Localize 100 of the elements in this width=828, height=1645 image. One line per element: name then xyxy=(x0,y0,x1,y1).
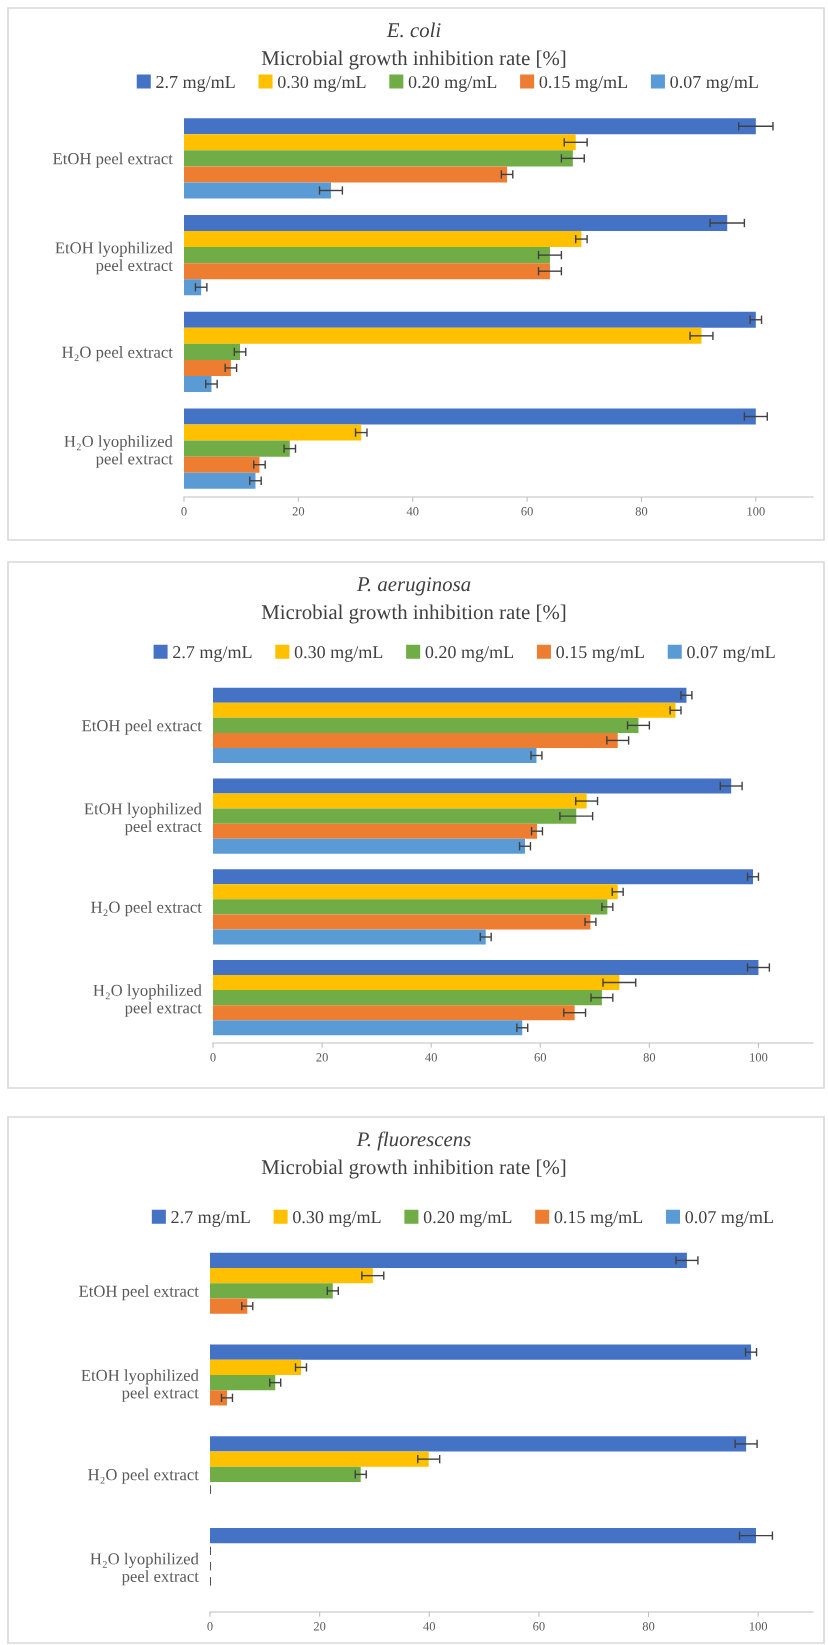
bar xyxy=(213,975,620,991)
bar xyxy=(213,869,753,885)
bar xyxy=(184,118,756,135)
bar xyxy=(213,778,732,794)
bar xyxy=(184,182,331,199)
x-tick-label: 60 xyxy=(534,1053,547,1062)
bar xyxy=(213,747,537,764)
bar xyxy=(184,456,260,473)
bar xyxy=(213,732,618,748)
legend-label: 0.30 mg/mL xyxy=(293,1211,381,1227)
legend-label: 0.20 mg/mL xyxy=(408,75,497,92)
y-tick-label: H₂O lyophilized peel extract xyxy=(93,984,202,1017)
bar xyxy=(213,687,687,703)
x-tick-label: 0 xyxy=(207,1622,213,1631)
bar xyxy=(184,134,576,151)
legend-label: 2.7 mg/mL xyxy=(156,75,235,92)
x-tick-label: 100 xyxy=(750,1053,768,1062)
y-tick-label: EtOH lyophilized peel extract xyxy=(84,802,202,836)
y-tick-label: EtOH lyophilized peel extract xyxy=(81,1369,199,1402)
y-tick-label: EtOH peel extract xyxy=(82,719,202,735)
bar xyxy=(213,959,759,976)
x-tick-label: 80 xyxy=(642,1622,655,1631)
bar xyxy=(213,808,577,824)
bar xyxy=(184,343,241,360)
bar xyxy=(184,327,702,344)
bar xyxy=(184,424,362,441)
y-tick-label: H₂O lyophilized peel extract xyxy=(90,1552,199,1586)
bar xyxy=(210,1451,429,1467)
bar xyxy=(184,263,550,280)
x-tick-label: 40 xyxy=(406,507,419,516)
bar xyxy=(213,702,676,718)
bar xyxy=(213,823,537,839)
bar xyxy=(210,1359,301,1376)
x-tick-label: 0 xyxy=(181,507,187,516)
bar xyxy=(210,1298,248,1314)
legend-label: 0.07 mg/mL xyxy=(670,75,758,92)
x-tick-label: 80 xyxy=(635,507,648,516)
bar xyxy=(184,231,582,248)
x-tick-label: 60 xyxy=(533,1622,545,1631)
x-tick-label: 40 xyxy=(423,1622,436,1631)
x-tick-label: 20 xyxy=(292,507,305,516)
bar xyxy=(184,375,212,393)
x-tick-label: 0 xyxy=(210,1053,216,1062)
bar xyxy=(184,408,756,425)
chart-subtitle: Microbial growth inhibition rate [%] xyxy=(261,1159,566,1179)
bar xyxy=(213,838,525,854)
bar xyxy=(210,1436,747,1452)
legend-label: 0.07 mg/mL xyxy=(685,1211,773,1227)
y-tick-label: H₂O peel extract xyxy=(91,901,202,917)
bar xyxy=(184,279,202,296)
bar xyxy=(210,1390,227,1406)
x-tick-label: 40 xyxy=(425,1053,437,1062)
legend-label: 2.7 mg/mL xyxy=(173,646,252,662)
bar xyxy=(213,914,591,930)
legend-label: 0.20 mg/mL xyxy=(423,1211,512,1227)
legend-label: 0.20 mg/mL xyxy=(425,646,514,662)
x-tick-label: 20 xyxy=(313,1622,326,1631)
x-tick-label: 80 xyxy=(643,1053,656,1062)
bar xyxy=(213,717,639,733)
bar xyxy=(213,899,608,915)
bar xyxy=(184,472,256,489)
chart-title: P. fluorescens xyxy=(356,1131,471,1151)
chart-subtitle: Microbial growth inhibition rate [%] xyxy=(261,604,566,624)
legend-label: 0.15 mg/mL xyxy=(556,646,644,662)
bar xyxy=(210,1375,276,1391)
x-tick-label: 100 xyxy=(749,1622,768,1631)
y-tick-label: H₂O peel extract xyxy=(62,346,173,362)
bar xyxy=(184,311,756,328)
bar xyxy=(184,440,290,457)
bar xyxy=(210,1252,687,1269)
chart-subtitle: Microbial growth inhibition rate [%] xyxy=(261,50,566,70)
bar xyxy=(210,1268,373,1284)
legend-label: 2.7 mg/mL xyxy=(171,1211,250,1227)
bar xyxy=(210,1466,361,1482)
bar xyxy=(184,359,231,376)
x-tick-label: 100 xyxy=(747,507,765,516)
bar xyxy=(213,929,486,945)
bar xyxy=(213,1020,523,1036)
legend-label: 0.07 mg/mL xyxy=(687,646,775,662)
bar xyxy=(213,1005,575,1021)
legend-label: 0.30 mg/mL xyxy=(294,646,383,662)
bar xyxy=(210,1344,752,1360)
bar xyxy=(213,793,587,809)
y-tick-label: H₂O lyophilized peel extract xyxy=(64,435,173,468)
bar xyxy=(184,150,573,167)
legend-label: 0.15 mg/mL xyxy=(554,1211,643,1227)
bar xyxy=(184,214,728,232)
x-tick-label: 60 xyxy=(521,507,533,516)
y-tick-label: EtOH peel extract xyxy=(53,152,173,168)
chart-title: E. coli xyxy=(386,22,441,38)
bar xyxy=(184,247,550,264)
bar xyxy=(210,1528,756,1544)
y-tick-label: H₂O peel extract xyxy=(88,1468,199,1484)
bar xyxy=(184,166,508,183)
y-tick-label: EtOH lyophilized peel extract xyxy=(55,241,173,275)
bar xyxy=(213,990,602,1006)
chart-title: P. aeruginosa xyxy=(356,577,471,596)
legend-label: 0.15 mg/mL xyxy=(539,75,628,92)
bar xyxy=(213,884,618,900)
bar xyxy=(210,1283,333,1299)
